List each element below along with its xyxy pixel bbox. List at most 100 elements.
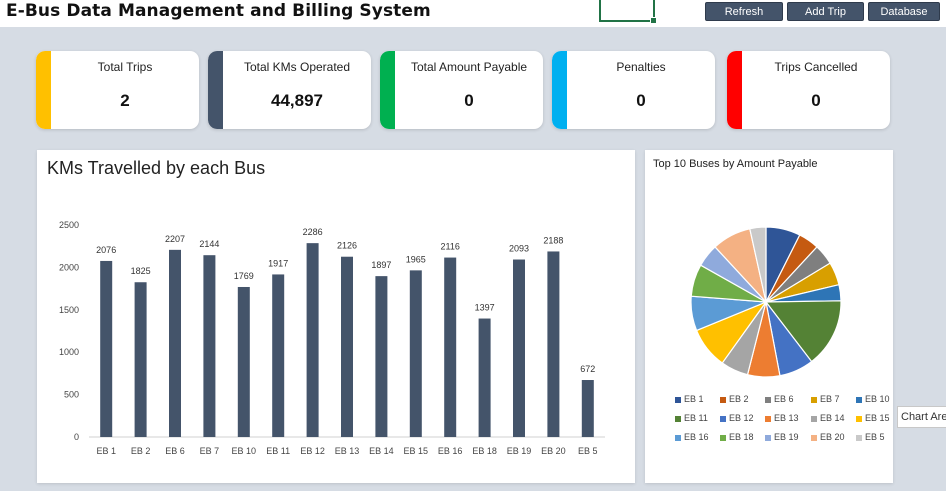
legend-swatch — [765, 434, 771, 441]
card-total-trips: Total Trips 2 — [36, 51, 199, 129]
pie-slice — [749, 226, 767, 303]
y-tick-label: 500 — [64, 390, 79, 400]
y-tick-label: 0 — [74, 432, 79, 442]
legend-item: EB 16 — [675, 432, 709, 442]
legend-swatch — [856, 396, 862, 403]
data-label: 672 — [580, 364, 595, 374]
legend-swatch — [811, 434, 817, 441]
legend-swatch — [856, 415, 862, 422]
data-label: 1769 — [234, 271, 254, 281]
legend-swatch — [675, 415, 681, 422]
legend-item: EB 11 — [675, 413, 708, 423]
legend-label: EB 2 — [729, 394, 749, 404]
x-tick-label: EB 15 — [404, 446, 429, 456]
legend-label: EB 12 — [729, 413, 754, 423]
bar — [375, 276, 388, 437]
bar — [169, 249, 181, 437]
app-title: E-Bus Data Management and Billing System — [6, 1, 431, 21]
selected-cell[interactable] — [599, 0, 657, 24]
bar — [203, 255, 216, 437]
data-label: 2076 — [96, 245, 116, 255]
x-tick-label: EB 19 — [507, 446, 532, 456]
data-label: 1397 — [475, 303, 495, 313]
card-label: Total Trips — [97, 60, 153, 74]
card-label: Total KMs Operated — [243, 60, 351, 74]
card-value: 44,897 — [271, 91, 323, 110]
data-label: 1917 — [268, 258, 288, 268]
refresh-button[interactable]: Refresh — [705, 2, 783, 21]
bar — [306, 243, 319, 437]
card-accent — [727, 51, 742, 129]
y-tick-label: 2500 — [59, 220, 79, 230]
legend-swatch — [856, 434, 862, 441]
card-label: Total Amount Payable — [410, 60, 528, 74]
title-bar: E-Bus Data Management and Billing System… — [0, 0, 946, 27]
legend-label: EB 7 — [820, 394, 840, 404]
card-penalties: Penalties 0 — [552, 51, 715, 129]
y-tick-label: 1000 — [59, 347, 79, 357]
legend-item: EB 5 — [856, 432, 885, 442]
card-label: Trips Cancelled — [774, 60, 858, 74]
bar — [237, 286, 250, 437]
add-trip-button[interactable]: Add Trip — [787, 2, 864, 21]
data-label: 2188 — [543, 235, 563, 245]
bar — [513, 259, 525, 437]
card-trips-cancelled: Trips Cancelled 0 — [727, 51, 890, 129]
x-tick-label: EB 13 — [335, 446, 360, 456]
legend-swatch — [811, 415, 817, 422]
x-tick-label: EB 18 — [472, 446, 497, 456]
card-value: 0 — [636, 91, 646, 110]
legend-swatch — [675, 396, 681, 403]
bar — [100, 260, 113, 437]
legend-label: EB 10 — [865, 394, 890, 404]
bar — [272, 274, 285, 437]
legend-label: EB 15 — [865, 413, 890, 423]
card-value: 0 — [811, 91, 821, 110]
legend-item: EB 1 — [675, 394, 704, 404]
card-accent — [208, 51, 223, 129]
legend-item: EB 10 — [856, 394, 890, 404]
legend-item: EB 6 — [765, 394, 794, 404]
bar — [341, 256, 353, 437]
fill-handle[interactable] — [650, 17, 657, 24]
data-label: 2286 — [303, 227, 323, 237]
legend-swatch — [765, 396, 771, 403]
data-label: 2126 — [337, 241, 357, 251]
legend-label: EB 6 — [774, 394, 794, 404]
legend-swatch — [811, 396, 817, 403]
legend-item: EB 14 — [811, 413, 845, 423]
bar-chart: 0 500 1000 1500 2000 2500 2076 EB 1 1825 EB 2 2207… — [59, 220, 605, 456]
pie-chart-panel[interactable]: Top 10 Buses by Amount Payable EB 1 EB 2 E… — [645, 150, 893, 483]
pie-chart — [690, 226, 842, 378]
data-label: 2093 — [509, 244, 529, 254]
bar-chart-title: KMs Travelled by each Bus — [47, 158, 266, 178]
data-label: 1825 — [131, 266, 151, 276]
legend-label: EB 11 — [684, 413, 708, 423]
pie-chart-title: Top 10 Buses by Amount Payable — [653, 158, 818, 170]
card-label: Penalties — [616, 60, 666, 74]
x-tick-label: EB 14 — [369, 446, 394, 456]
chart-area-tooltip: Chart Area — [897, 406, 946, 428]
bar-chart-panel[interactable]: KMs Travelled by each Bus 0 500 1000 1500 20… — [37, 150, 635, 483]
bar — [409, 270, 422, 437]
legend-item: EB 20 — [811, 432, 845, 442]
x-tick-label: EB 5 — [578, 446, 598, 456]
x-tick-label: EB 2 — [131, 446, 151, 456]
card-accent — [380, 51, 395, 129]
x-tick-label: EB 11 — [266, 446, 290, 456]
card-amount-payable: Total Amount Payable 0 — [380, 51, 543, 129]
legend-swatch — [720, 396, 726, 403]
legend-item: EB 19 — [765, 432, 799, 442]
data-label: 2116 — [441, 242, 460, 252]
legend-swatch — [720, 415, 726, 422]
card-accent — [36, 51, 51, 129]
legend-swatch — [765, 415, 771, 422]
legend-swatch — [720, 434, 726, 441]
x-tick-label: EB 7 — [200, 446, 220, 456]
x-tick-label: EB 6 — [165, 446, 185, 456]
x-tick-label: EB 20 — [541, 446, 566, 456]
data-label: 1897 — [371, 260, 391, 270]
legend-item: EB 12 — [720, 413, 754, 423]
database-button[interactable]: Database — [868, 2, 940, 21]
legend-label: EB 1 — [684, 394, 704, 404]
